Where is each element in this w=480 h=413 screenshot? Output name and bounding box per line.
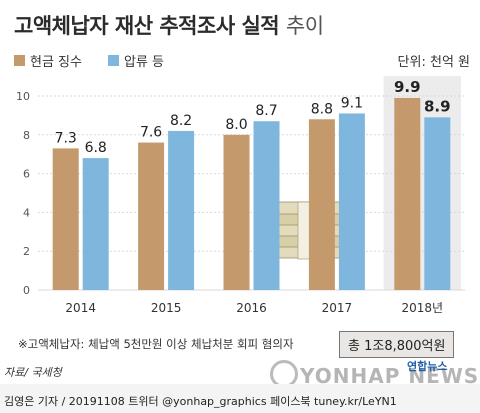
y-tick-label: 10 bbox=[16, 90, 30, 103]
x-tick-label: 2014 bbox=[65, 301, 96, 315]
source-label: 자료/ 국세청 bbox=[4, 366, 62, 379]
legend-swatch-seizure bbox=[108, 55, 119, 66]
y-tick-label: 6 bbox=[23, 168, 30, 181]
y-tick-label: 4 bbox=[23, 206, 30, 219]
data-label: 7.6 bbox=[140, 125, 162, 141]
x-tick-label: 2016 bbox=[236, 301, 267, 315]
bar bbox=[138, 142, 165, 290]
credit-text: 김영은 기자 / 20191108 트위터 @yonhap_graphics 페… bbox=[4, 395, 397, 408]
x-tick-label: 2015 bbox=[151, 301, 182, 315]
bar bbox=[168, 130, 195, 290]
bar bbox=[82, 158, 109, 290]
data-label: 8.0 bbox=[225, 117, 247, 133]
y-tick-label: 0 bbox=[23, 284, 30, 297]
y-tick-label: 8 bbox=[23, 129, 30, 142]
watermark-small: 연합뉴스 bbox=[407, 360, 448, 373]
data-label: 9.1 bbox=[341, 95, 363, 111]
legend-label-cash: 현금 징수 bbox=[30, 55, 82, 70]
data-label: 6.8 bbox=[85, 140, 107, 156]
credit-bar bbox=[0, 384, 480, 413]
x-tick-label: 2017 bbox=[322, 301, 353, 315]
data-label: 8.7 bbox=[255, 103, 277, 119]
bar bbox=[338, 113, 365, 291]
data-label: 8.8 bbox=[311, 101, 333, 117]
legend-label-seizure: 압류 등 bbox=[124, 55, 165, 70]
legend-swatch-cash bbox=[14, 55, 25, 66]
chart-title: 고액체납자 재산 추적조사 실적 추이 bbox=[14, 10, 324, 40]
bar bbox=[52, 148, 79, 290]
title-suffix: 추이 bbox=[285, 14, 324, 38]
footnote: ※고액체납자: 체납액 5천만원 이상 체납처분 회피 혐의자 bbox=[18, 337, 294, 351]
title-main: 고액체납자 재산 추적조사 실적 bbox=[14, 14, 280, 38]
legend-item-cash: 현금 징수 bbox=[14, 51, 82, 70]
bar bbox=[394, 97, 421, 290]
total-badge: 총 1조8,800억원 bbox=[339, 331, 455, 358]
data-label: 9.9 bbox=[394, 78, 421, 96]
x-tick-label: 2018년 bbox=[402, 301, 444, 315]
bar bbox=[308, 119, 335, 290]
data-label: 7.3 bbox=[55, 130, 77, 146]
bar bbox=[223, 134, 250, 290]
bar bbox=[424, 117, 451, 290]
unit-label: 단위: 천억 원 bbox=[397, 55, 470, 70]
legend-item-seizure: 압류 등 bbox=[108, 51, 164, 70]
data-label: 8.9 bbox=[424, 97, 451, 115]
y-tick-label: 2 bbox=[23, 245, 30, 258]
data-label: 8.2 bbox=[170, 113, 192, 129]
bar bbox=[253, 121, 280, 290]
bar-chart: 0 2 4 6 8 10 7.3 7.6 8.0 8.8 9.9 6.8 8.2 8.7 9.1 8.9 201… bbox=[16, 76, 465, 315]
